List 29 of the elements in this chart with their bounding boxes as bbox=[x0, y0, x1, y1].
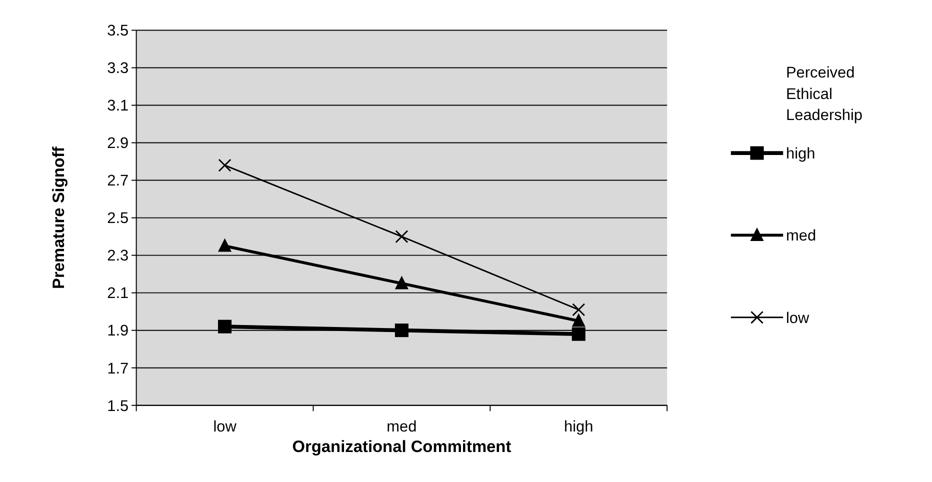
point bbox=[572, 313, 586, 327]
y-tick-label: 2.3 bbox=[107, 248, 129, 265]
point bbox=[572, 303, 586, 316]
point bbox=[218, 158, 232, 172]
y-tick-label: 3.5 bbox=[107, 22, 129, 40]
point bbox=[395, 230, 408, 244]
y-tick-label: 1.9 bbox=[107, 322, 129, 340]
x-axis-title: Organizational Commitment bbox=[292, 438, 512, 456]
x-tick-label: med bbox=[386, 418, 417, 436]
y-tick-label: 2.9 bbox=[107, 135, 129, 152]
y-tick-label: 2.5 bbox=[107, 210, 129, 228]
legend-label: high bbox=[786, 145, 816, 162]
y-tick-label: 2.7 bbox=[107, 172, 129, 190]
y-tick-label: 1.5 bbox=[107, 398, 129, 415]
y-tick-label: 1.7 bbox=[107, 360, 129, 378]
point bbox=[394, 324, 408, 338]
legend-label: low bbox=[786, 310, 810, 327]
point bbox=[572, 327, 586, 341]
x-tick-label: low bbox=[213, 418, 238, 436]
point bbox=[218, 320, 232, 334]
point bbox=[394, 276, 408, 290]
y-axis-title: Premature Signoff bbox=[50, 146, 68, 289]
y-tick-label: 3.3 bbox=[107, 60, 129, 78]
x-tick-label: high bbox=[564, 418, 594, 436]
legend-title: Perceived Ethical Leadership bbox=[786, 64, 862, 124]
y-tick-label: 2.1 bbox=[107, 285, 129, 302]
point bbox=[218, 238, 232, 252]
y-tick-label: 3.1 bbox=[107, 98, 129, 115]
legend-label: med bbox=[786, 228, 816, 245]
